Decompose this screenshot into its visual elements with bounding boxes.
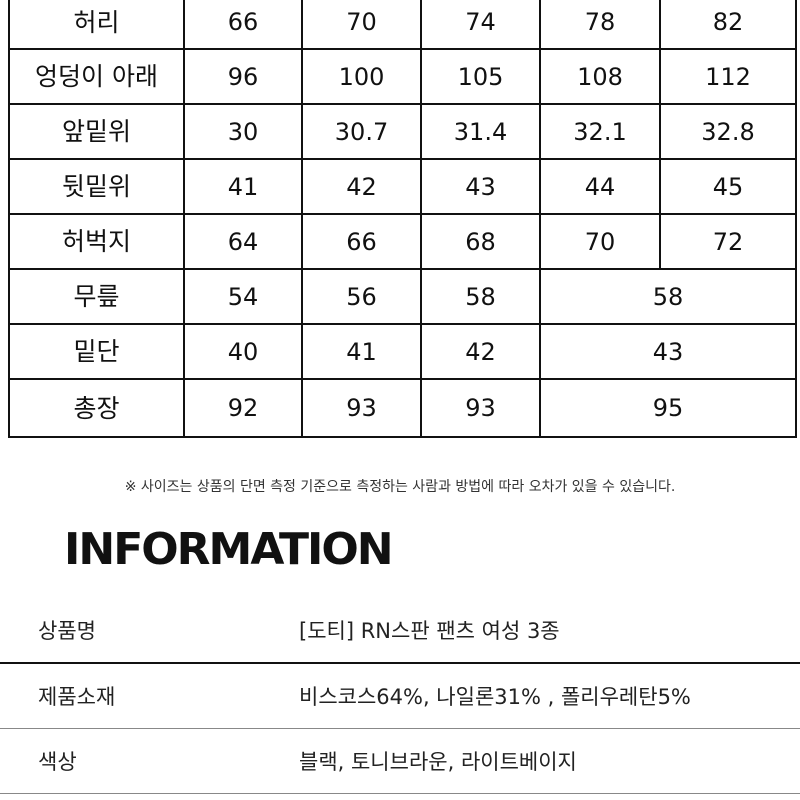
size-cell: 64: [183, 213, 303, 270]
size-cell: 68: [420, 213, 541, 270]
size-cell: 72: [659, 213, 797, 270]
size-cell: 42: [420, 323, 541, 380]
divider: [0, 793, 800, 794]
size-cell: 108: [539, 48, 661, 105]
size-cell: 56: [301, 268, 422, 325]
size-cell: 58: [539, 268, 797, 325]
size-cell: 95: [539, 378, 797, 438]
information-table: 상품명 [도티] RN스판 팬츠 여성 3종 제품소재 비스코스64%, 나일론…: [0, 598, 800, 794]
divider: [0, 662, 800, 664]
size-cell: 42: [301, 158, 422, 215]
size-cell: 66: [301, 213, 422, 270]
size-cell: 31.4: [420, 103, 541, 160]
size-cell: 43: [420, 158, 541, 215]
size-row: 앞밑위 30 30.7 31.4 32.1 32.8: [8, 103, 797, 160]
size-cell: 96: [183, 48, 303, 105]
size-cell: 40: [183, 323, 303, 380]
divider: [0, 728, 800, 729]
size-cell: 41: [301, 323, 422, 380]
size-cell: 78: [539, 0, 661, 50]
size-table: 허리 66 70 74 78 82 엉덩이 아래 96 100 105 108 112 앞밑위 30 30.…: [8, 0, 797, 438]
info-row-material: 제품소재 비스코스64%, 나일론31% , 폴리우레탄5%: [0, 664, 800, 728]
size-cell: 93: [301, 378, 422, 438]
size-row-label: 엉덩이 아래: [8, 48, 185, 105]
size-cell: 32.8: [659, 103, 797, 160]
info-value: 블랙, 토니브라운, 라이트베이지: [299, 750, 577, 774]
information-title: INFORMATION: [64, 524, 394, 575]
size-cell: 93: [420, 378, 541, 438]
size-cell: 66: [183, 0, 303, 50]
size-row-label: 뒷밑위: [8, 158, 185, 215]
info-row-product-name: 상품명 [도티] RN스판 팬츠 여성 3종: [0, 598, 800, 662]
size-row-label: 무릎: [8, 268, 185, 325]
size-row-label: 총장: [8, 378, 185, 438]
size-cell: 112: [659, 48, 797, 105]
size-note: ※ 사이즈는 상품의 단면 측정 기준으로 측정하는 사람과 방법에 따라 오차…: [124, 479, 676, 495]
size-cell: 92: [183, 378, 303, 438]
size-row-label: 앞밑위: [8, 103, 185, 160]
size-cell: 41: [183, 158, 303, 215]
size-cell: 54: [183, 268, 303, 325]
size-cell: 70: [301, 0, 422, 50]
size-row: 뒷밑위 41 42 43 44 45: [8, 158, 797, 215]
size-cell: 105: [420, 48, 541, 105]
size-cell: 45: [659, 158, 797, 215]
size-row: 엉덩이 아래 96 100 105 108 112: [8, 48, 797, 105]
size-row: 밑단 40 41 42 43: [8, 323, 797, 380]
size-cell: 44: [539, 158, 661, 215]
size-cell: 43: [539, 323, 797, 380]
info-value: 비스코스64%, 나일론31% , 폴리우레탄5%: [299, 685, 691, 709]
info-label: 제품소재: [38, 685, 116, 709]
size-row: 총장 92 93 93 95: [8, 378, 797, 438]
size-cell: 32.1: [539, 103, 661, 160]
size-row-label: 밑단: [8, 323, 185, 380]
size-cell: 100: [301, 48, 422, 105]
size-cell: 58: [420, 268, 541, 325]
info-row-color: 색상 블랙, 토니브라운, 라이트베이지: [0, 729, 800, 793]
info-value: [도티] RN스판 팬츠 여성 3종: [299, 619, 560, 643]
size-cell: 30.7: [301, 103, 422, 160]
size-cell: 82: [659, 0, 797, 50]
size-row-label: 허벅지: [8, 213, 185, 270]
size-row: 허벅지 64 66 68 70 72: [8, 213, 797, 270]
info-label: 색상: [38, 750, 77, 774]
size-row: 허리 66 70 74 78 82: [8, 0, 797, 50]
info-label: 상품명: [38, 619, 96, 643]
size-cell: 70: [539, 213, 661, 270]
size-row-label: 허리: [8, 0, 185, 50]
size-cell: 74: [420, 0, 541, 50]
size-cell: 30: [183, 103, 303, 160]
size-row: 무릎 54 56 58 58: [8, 268, 797, 325]
